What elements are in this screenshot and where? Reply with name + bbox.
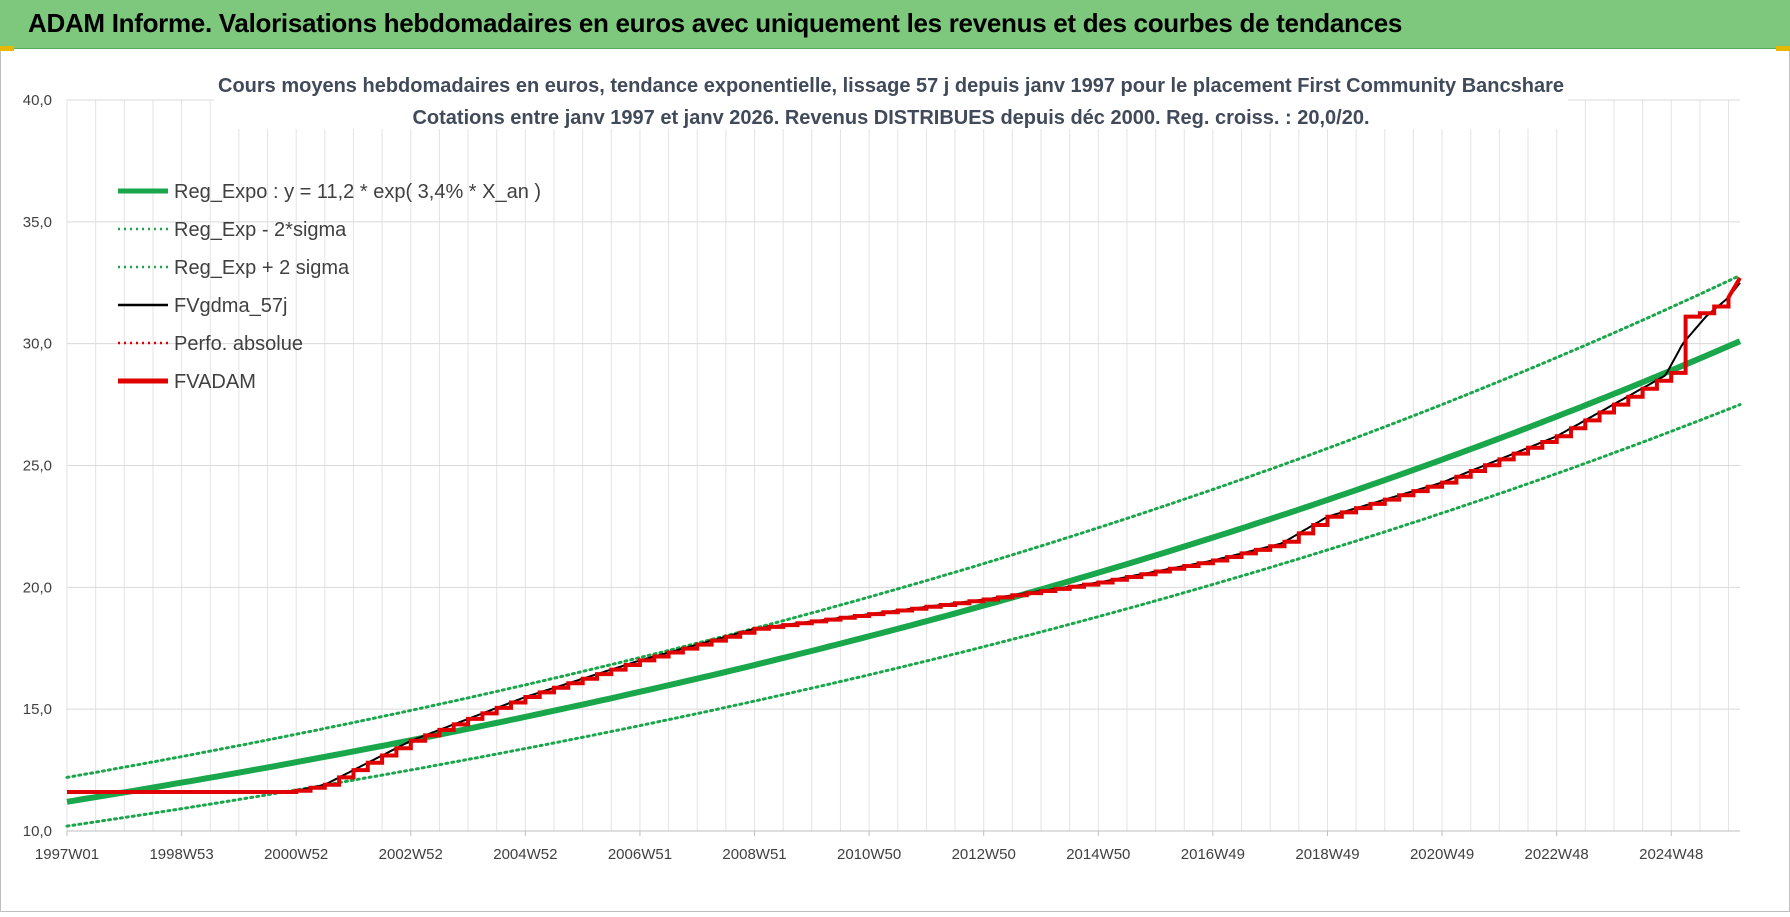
legend-label: FVADAM bbox=[174, 371, 256, 393]
x-tick-label: 2000W52 bbox=[264, 846, 328, 863]
x-tick-label: 2006W51 bbox=[608, 846, 672, 863]
series-fvgdma bbox=[67, 282, 1741, 793]
x-tick-label: 2018W49 bbox=[1295, 846, 1359, 863]
banner-title: ADAM Informe. Valorisations hebdomadaire… bbox=[28, 8, 1403, 38]
chart-titles: Cours moyens hebdomadaires en euros, ten… bbox=[214, 67, 1568, 129]
x-tick-label: 2008W51 bbox=[722, 846, 786, 863]
legend-label: FVgdma_57j bbox=[174, 295, 287, 317]
y-tick-label: 20,0 bbox=[23, 579, 52, 596]
y-tick-label: 25,0 bbox=[23, 458, 52, 475]
x-tick-label: 2022W48 bbox=[1525, 846, 1589, 863]
x-tick-label: 2012W50 bbox=[952, 846, 1016, 863]
corner-marker bbox=[0, 46, 14, 51]
legend-label: Reg_Exp - 2*sigma bbox=[174, 219, 347, 241]
corner-marker bbox=[1776, 46, 1790, 51]
legend: Reg_Expo : y = 11,2 * exp( 3,4% * X_an )… bbox=[118, 181, 541, 393]
chart-subtitle: Cotations entre janv 1997 et janv 2026. … bbox=[412, 107, 1369, 129]
chart-title: Cours moyens hebdomadaires en euros, ten… bbox=[218, 75, 1564, 97]
header-banner: ADAM Informe. Valorisations hebdomadaire… bbox=[0, 0, 1790, 49]
x-tick-label: 2010W50 bbox=[837, 846, 901, 863]
x-tick-label: 2016W49 bbox=[1181, 846, 1245, 863]
x-tick-label: 2014W50 bbox=[1066, 846, 1130, 863]
y-tick-label: 30,0 bbox=[23, 336, 52, 353]
x-tick-label: 2002W52 bbox=[379, 846, 443, 863]
legend-label: Perfo. absolue bbox=[174, 333, 303, 355]
y-tick-label: 40,0 bbox=[23, 92, 52, 109]
legend-label: Reg_Exp + 2 sigma bbox=[174, 257, 350, 279]
x-tick-label: 2004W52 bbox=[493, 846, 557, 863]
x-tick-label: 2020W49 bbox=[1410, 846, 1474, 863]
legend-label: Reg_Expo : y = 11,2 * exp( 3,4% * X_an ) bbox=[174, 181, 541, 203]
series-reg-expo bbox=[66, 338, 1742, 805]
series-upper-band bbox=[65, 273, 1742, 779]
y-tick-label: 15,0 bbox=[23, 701, 52, 718]
series-lower-band bbox=[65, 403, 1742, 828]
y-axis: 10,0 15,0 20,0 25,0 30,0 35,0 40,0 bbox=[23, 92, 52, 840]
x-tick-label: 1998W53 bbox=[149, 846, 213, 863]
x-axis: 1997W01 1998W53 2000W52 2002W52 2004W52 2006W… bbox=[35, 830, 1740, 863]
y-tick-label: 10,0 bbox=[23, 823, 52, 840]
grid bbox=[66, 99, 1740, 832]
series-fvadam bbox=[67, 276, 1742, 794]
series-lines bbox=[65, 273, 1742, 828]
line-chart: 10,0 15,0 20,0 25,0 30,0 35,0 40,0 1997W01 1998… bbox=[23, 67, 1742, 863]
title-background bbox=[214, 67, 1568, 129]
x-tick-label: 1997W01 bbox=[35, 846, 99, 863]
y-tick-label: 35,0 bbox=[23, 214, 52, 231]
chart-area: 10,0 15,0 20,0 25,0 30,0 35,0 40,0 1997W01 1998… bbox=[0, 49, 1790, 912]
x-tick-label: 2024W48 bbox=[1639, 846, 1703, 863]
